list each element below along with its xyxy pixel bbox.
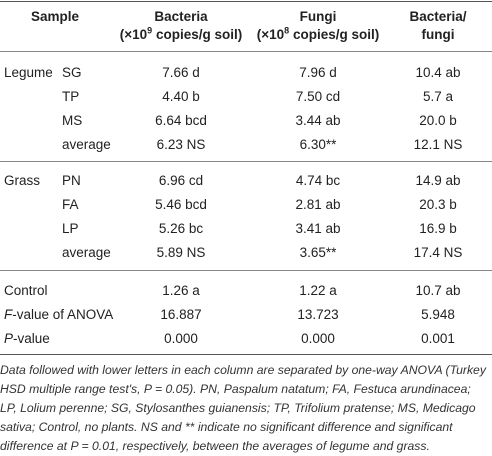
cell-ratio: 16.9 b [419,221,457,236]
header-fungi-unit: (×108 copies/g soil) [256,25,380,42]
cell-bacteria: 0.000 [164,331,198,346]
cell-bacteria: 5.26 bc [158,221,204,236]
cell-fungi: 3.41 ab [295,221,341,236]
header-fungi: Fungi [299,9,337,24]
row-label: SG [62,65,82,80]
cell-fungi: 13.723 [297,307,339,322]
cell-bacteria: 6.23 NS [156,137,206,152]
header-sample: Sample [30,9,80,24]
cell-ratio: 10.4 ab [415,65,461,80]
header-rule [0,51,492,52]
header-ratio-sub: fungi [421,27,455,42]
cell-fungi: 6.30** [299,137,337,152]
cell-ratio: 5.948 [421,307,455,322]
row-label: MS [62,113,83,128]
row-label: average [62,137,111,152]
cell-fungi: 3.65** [299,245,337,260]
group-rule [0,270,492,271]
summary-label-control: Control [4,283,48,298]
cell-ratio: 17.4 NS [413,245,463,260]
row-label: LP [62,221,79,236]
header-bacteria-unit: (×109 copies/g soil) [119,25,243,42]
cell-ratio: 20.3 b [419,197,457,212]
cell-bacteria: 1.26 a [162,283,200,298]
cell-fungi: 3.44 ab [295,113,341,128]
header-bacteria: Bacteria [154,9,208,24]
cell-ratio: 20.0 b [419,113,457,128]
cell-ratio: 14.9 ab [415,173,461,188]
group-label-legume: Legume [4,65,53,80]
bottom-rule [0,354,492,355]
row-label: average [62,245,111,260]
cell-ratio: 10.7 ab [415,283,461,298]
cell-bacteria: 5.89 NS [156,245,206,260]
group-rule [0,161,492,162]
summary-label-fvalue: F-value of ANOVA [4,307,114,322]
cell-fungi: 0.000 [301,331,335,346]
cell-bacteria: 6.96 cd [158,173,204,188]
row-label: TP [62,89,80,104]
cell-fungi: 7.96 d [299,65,337,80]
cell-ratio: 5.7 a [422,89,454,104]
cell-fungi: 7.50 cd [295,89,341,104]
top-rule [0,1,492,2]
cell-ratio: 12.1 NS [413,137,463,152]
cell-bacteria: 4.40 b [162,89,200,104]
cell-bacteria: 7.66 d [162,65,200,80]
table-footnote: Data followed with lower letters in each… [0,363,486,453]
row-label: PN [62,173,81,188]
cell-bacteria: 16.887 [160,307,202,322]
cell-bacteria: 5.46 bcd [155,197,207,212]
cell-fungi: 4.74 bc [295,173,341,188]
summary-label-pvalue: P-value [4,331,50,346]
cell-ratio: 0.001 [421,331,455,346]
group-label-grass: Grass [4,173,41,188]
row-label: FA [62,197,79,212]
header-ratio: Bacteria/ [409,9,467,24]
cell-bacteria: 6.64 bcd [155,113,207,128]
cell-fungi: 2.81 ab [295,197,341,212]
cell-fungi: 1.22 a [299,283,337,298]
